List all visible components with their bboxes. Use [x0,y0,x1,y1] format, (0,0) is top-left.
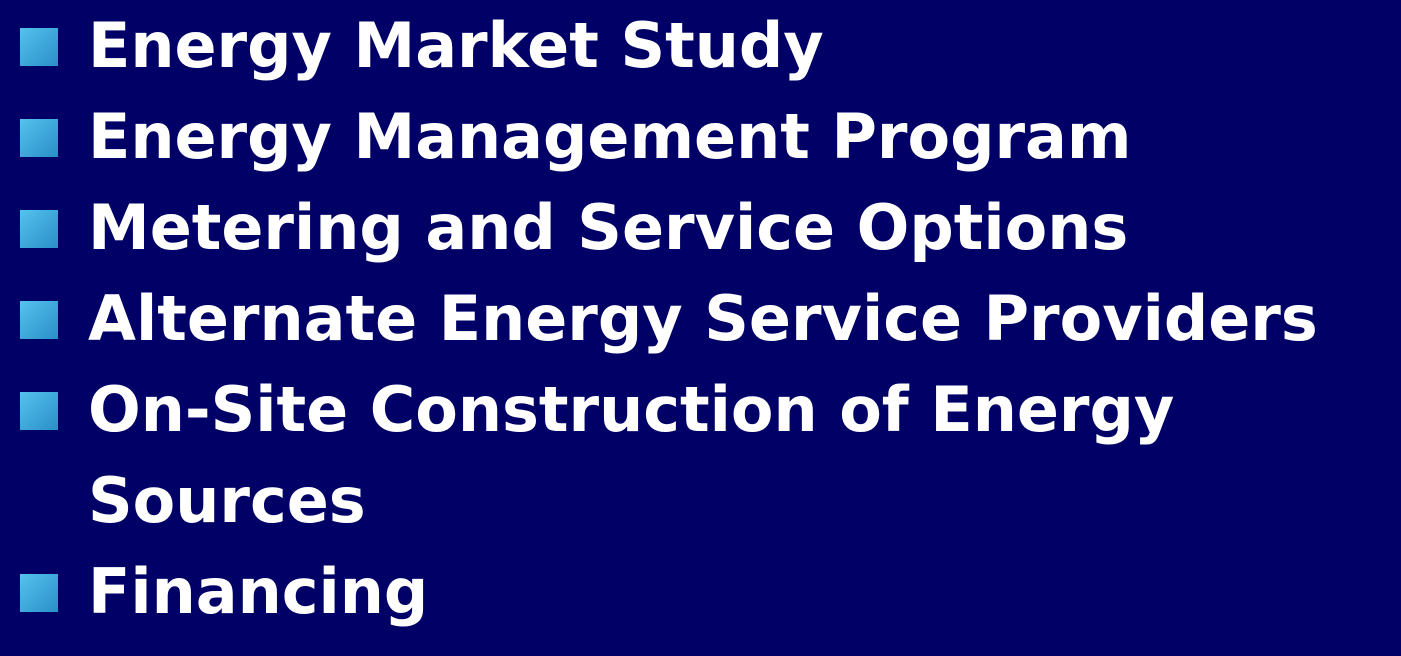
bullet-marker [20,574,58,612]
bullet-text: On-Site Construction of Energy Sources [88,373,1175,537]
bullet-item: Metering and Service Options [0,182,1401,273]
bullet-item: On-Site Construction of Energy Sources [0,364,1401,546]
bullet-text: Energy Management Program [88,100,1132,173]
bullet-item: Alternate Energy Service Providers [0,273,1401,364]
bullet-marker [20,392,58,430]
bullet-marker [20,119,58,157]
bullet-list: Energy Market Study Energy Management Pro… [0,0,1401,637]
bullet-marker [20,28,58,66]
bullet-text: Financing [88,555,429,628]
bullet-marker [20,301,58,339]
bullet-text: Alternate Energy Service Providers [88,282,1318,355]
bullet-item: Financing [0,546,1401,637]
bullet-text: Energy Market Study [88,9,824,82]
bullet-item: Energy Market Study [0,0,1401,91]
bullet-marker [20,210,58,248]
bullet-text: Metering and Service Options [88,191,1129,264]
bullet-item: Energy Management Program [0,91,1401,182]
